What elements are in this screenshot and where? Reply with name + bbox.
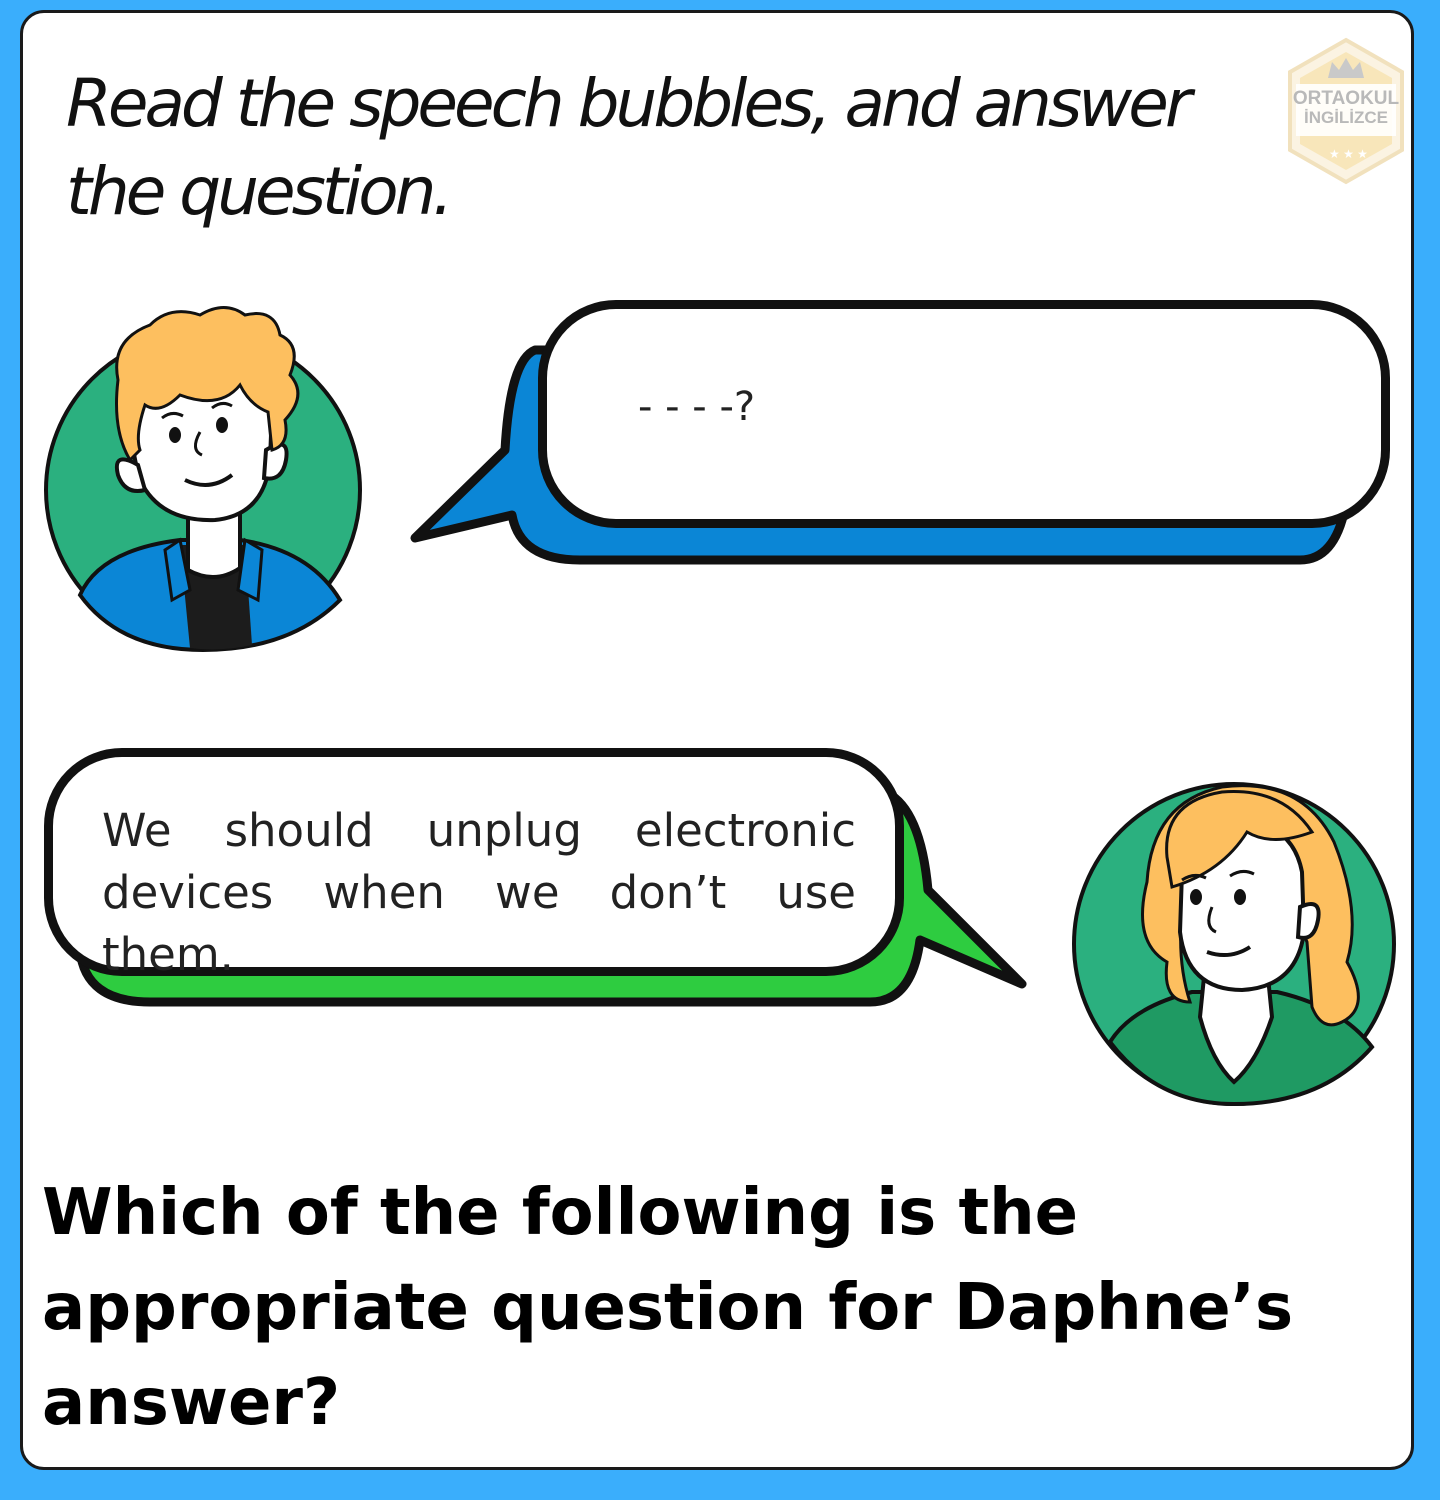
instruction-text: Read the speech bubbles, and answer the … <box>66 65 1192 230</box>
bottom-bubble-text: We should unplug electronic devices when… <box>102 804 856 981</box>
svg-text:★ ★ ★: ★ ★ ★ <box>1329 147 1368 161</box>
site-logo: ★ ★ ★ ORTAOKUL İNGİLİZCE <box>1284 36 1408 186</box>
exercise-card <box>20 10 1414 1470</box>
question-text: Which of the following is the appropriat… <box>42 1176 1294 1440</box>
boy-avatar <box>44 306 362 653</box>
crown-icon <box>1328 58 1364 78</box>
logo-badge-icon: ★ ★ ★ <box>1288 37 1404 185</box>
top-bubble-text: - - - -? <box>638 384 756 430</box>
logo-line-2: İNGİLİZCE <box>1303 108 1389 127</box>
girl-avatar <box>1072 782 1396 1107</box>
top-speech-bubble <box>538 300 1390 528</box>
logo-line-1: ORTAOKUL <box>1292 88 1400 109</box>
bottom-speech-bubble <box>44 748 904 976</box>
